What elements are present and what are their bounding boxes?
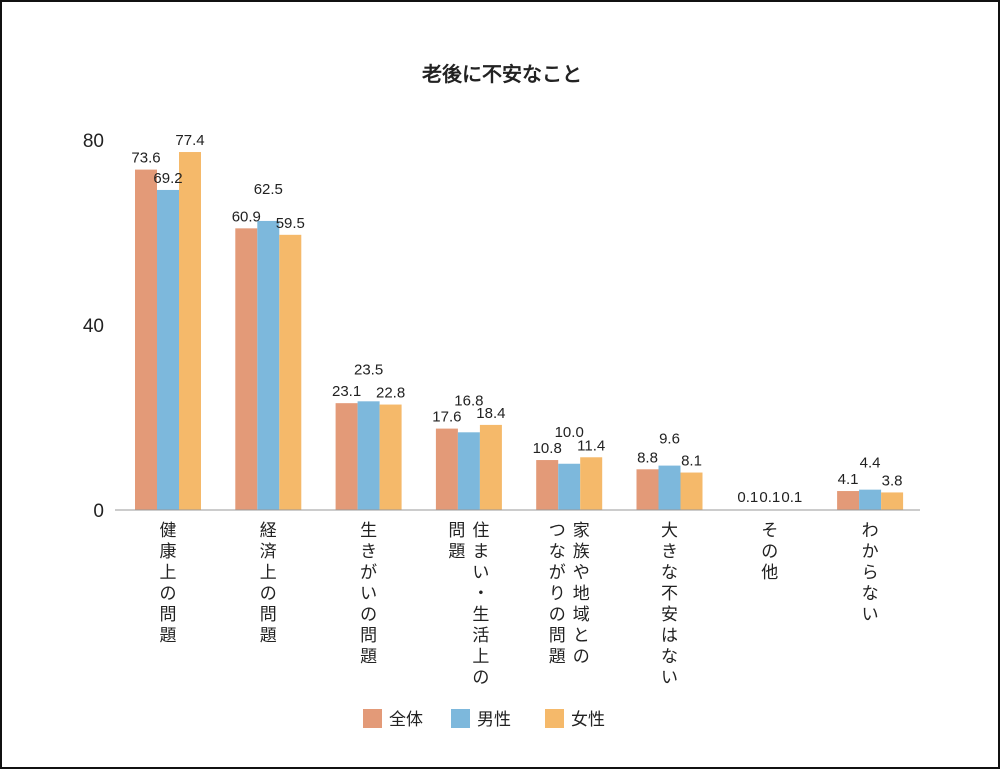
bar-男性-7 bbox=[859, 489, 882, 510]
data-label-全体-6: 0.1 bbox=[737, 489, 758, 506]
data-label-女性-7: 3.8 bbox=[882, 472, 903, 489]
data-label-全体-1: 60.9 bbox=[232, 208, 261, 225]
data-label-女性-0: 77.4 bbox=[175, 132, 204, 149]
data-label-全体-5: 8.8 bbox=[637, 449, 658, 466]
data-label-女性-5: 8.1 bbox=[681, 453, 702, 470]
bar-全体-5 bbox=[636, 469, 659, 510]
category-label-4: 家族や地域との bbox=[573, 521, 590, 667]
bar-全体-0 bbox=[135, 169, 157, 510]
legend: 全体 男性 女性 bbox=[363, 709, 605, 730]
y-tick-label: 40 bbox=[83, 316, 104, 337]
bar-全体-1 bbox=[235, 228, 258, 510]
bar-女性-4 bbox=[580, 457, 603, 510]
data-label-女性-2: 22.8 bbox=[376, 385, 405, 402]
bar-男性-3 bbox=[457, 432, 480, 510]
chart-title: 老後に不安なこと bbox=[422, 62, 582, 86]
y-tick-label: 80 bbox=[83, 131, 104, 152]
y-tick-label: 0 bbox=[93, 501, 104, 522]
data-label-女性-3: 18.4 bbox=[476, 405, 505, 422]
bar-全体-2 bbox=[335, 403, 358, 510]
bar-全体-7 bbox=[837, 491, 860, 510]
data-label-男性-0: 69.2 bbox=[153, 170, 182, 187]
data-labels: 73.6 69.2 77.4 60.9 62.5 59.5 23.1 23.5 22.8 17.6… bbox=[131, 132, 902, 506]
bar-女性-0 bbox=[179, 152, 201, 510]
legend-label-男性: 男性 bbox=[477, 710, 511, 730]
data-label-全体-2: 23.1 bbox=[332, 383, 361, 400]
category-label-3: 住まい・生活上の bbox=[472, 521, 489, 688]
data-label-女性-4: 11.4 bbox=[577, 437, 605, 454]
category-label-1: 経済上の問題 bbox=[260, 521, 277, 646]
data-label-全体-7: 4.1 bbox=[838, 471, 859, 488]
category-label-2: 生きがいの問題 bbox=[360, 521, 377, 667]
bar-女性-2 bbox=[379, 404, 402, 510]
category-label-4: つながりの問題 bbox=[549, 521, 566, 667]
data-label-男性-5: 9.6 bbox=[659, 431, 680, 448]
category-label-7: わからない bbox=[862, 521, 879, 625]
data-label-男性-3: 16.8 bbox=[454, 392, 483, 409]
bar-女性-3 bbox=[479, 424, 502, 510]
data-label-男性-2: 23.5 bbox=[354, 361, 383, 378]
legend-swatch-全体 bbox=[363, 709, 382, 728]
data-label-全体-0: 73.6 bbox=[131, 150, 160, 167]
legend-swatch-女性 bbox=[545, 709, 564, 728]
bar-男性-5 bbox=[658, 465, 681, 510]
category-label-5: 大きな不安はない bbox=[661, 521, 678, 688]
category-label-6: その他 bbox=[761, 521, 778, 583]
bar-男性-2 bbox=[357, 401, 380, 510]
legend-label-女性: 女性 bbox=[571, 710, 605, 730]
bar-女性-1 bbox=[279, 234, 302, 510]
data-label-女性-6: 0.1 bbox=[781, 489, 802, 506]
data-label-全体-3: 17.6 bbox=[432, 409, 461, 426]
data-label-男性-6: 0.1 bbox=[759, 489, 780, 506]
y-axis: 0 40 80 bbox=[83, 131, 104, 522]
bar-男性-4 bbox=[558, 463, 581, 510]
bar-全体-3 bbox=[435, 428, 458, 510]
legend-label-全体: 全体 bbox=[389, 710, 423, 730]
bar-女性-7 bbox=[881, 492, 904, 510]
data-label-全体-4: 10.8 bbox=[533, 440, 562, 457]
data-label-男性-7: 4.4 bbox=[860, 455, 881, 472]
bar-男性-1 bbox=[257, 220, 280, 510]
data-label-男性-4: 10.0 bbox=[555, 424, 584, 441]
category-label-3: 問題 bbox=[448, 521, 465, 562]
bar-全体-4 bbox=[536, 460, 559, 510]
data-label-男性-1: 62.5 bbox=[254, 181, 283, 198]
category-label-0: 健康上の問題 bbox=[160, 521, 177, 646]
data-label-女性-1: 59.5 bbox=[276, 215, 305, 232]
legend-swatch-男性 bbox=[451, 709, 470, 728]
bar-男性-0 bbox=[157, 189, 179, 510]
bars bbox=[115, 152, 920, 511]
bar-女性-5 bbox=[680, 472, 703, 510]
